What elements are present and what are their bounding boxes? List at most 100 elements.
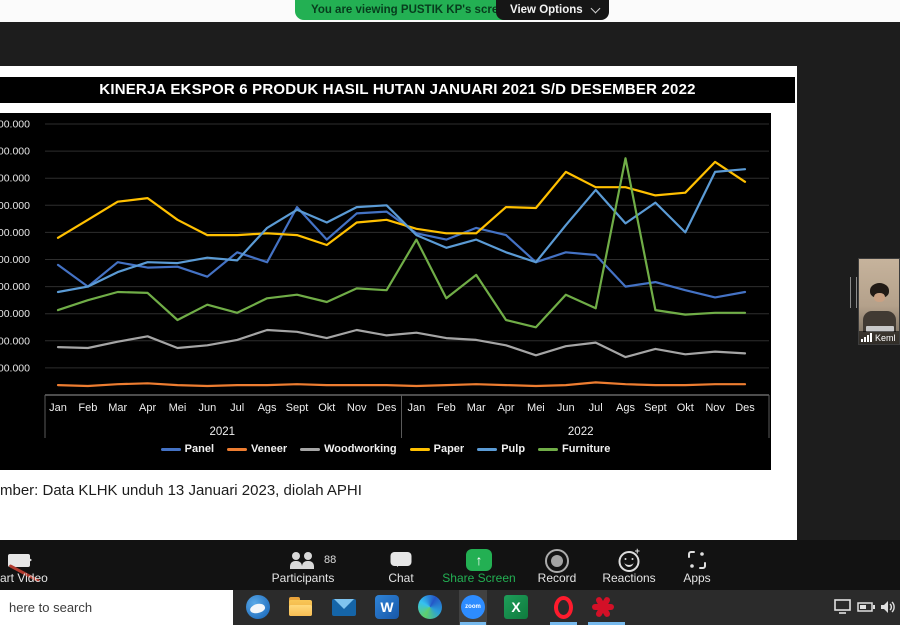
svg-text:000.000: 000.000 — [0, 200, 30, 212]
participant-laptop — [866, 326, 894, 332]
legend-label: Panel — [184, 443, 215, 455]
smiley-icon — [618, 551, 640, 572]
line-chart: 000.000 000.000 000.000 000.000 000.000 000.0… — [0, 119, 770, 438]
zoom-toolbar: art Video 88 Participants Chat ↑ Share S… — [0, 540, 900, 590]
svg-text:Jun: Jun — [198, 402, 216, 414]
svg-text:Jul: Jul — [589, 402, 603, 414]
excel-icon[interactable]: X — [504, 595, 528, 619]
legend-label: Pulp — [501, 443, 526, 455]
svg-text:000.000: 000.000 — [0, 227, 30, 239]
participants-count: 88 — [324, 554, 337, 566]
share-screen-button[interactable]: ↑ Share Screen — [434, 540, 524, 590]
svg-text:Nov: Nov — [347, 402, 367, 414]
svg-text:Des: Des — [735, 402, 755, 414]
file-explorer-icon[interactable] — [289, 595, 313, 619]
svg-text:Mei: Mei — [169, 402, 187, 414]
svg-text:Apr: Apr — [497, 402, 514, 414]
video-camera-icon — [8, 554, 41, 583]
legend-label: Furniture — [562, 443, 611, 455]
taskbar-search-input[interactable]: here to search — [0, 590, 233, 625]
share-screen-icon: ↑ — [466, 549, 492, 571]
participants-icon — [290, 552, 316, 569]
legend-swatch — [538, 447, 559, 451]
svg-text:Mar: Mar — [467, 402, 486, 414]
view-options-button[interactable]: View Options — [496, 0, 609, 20]
battery-icon[interactable] — [857, 601, 876, 613]
legend-swatch — [227, 447, 248, 451]
svg-text:Jan: Jan — [49, 402, 67, 414]
participants-button[interactable]: 88 Participants — [271, 552, 337, 585]
zoom-icon[interactable]: zoom — [461, 595, 485, 619]
svg-text:Des: Des — [377, 402, 397, 414]
plus-icon: + — [634, 546, 640, 556]
chart-area: 000.000 000.000 000.000 000.000 000.000 000.0… — [0, 113, 771, 470]
zoom-active-underline — [460, 622, 486, 625]
video-panel-handle[interactable] — [850, 277, 857, 308]
chat-button[interactable]: Chat — [371, 540, 431, 590]
opera-active-underline — [550, 622, 577, 625]
legend-label: Woodworking — [324, 443, 397, 455]
legend-item: Panel — [160, 443, 215, 455]
svg-text:2022: 2022 — [568, 426, 594, 438]
meeting-top-bar: You are viewing PUSTIK KP's screen View … — [0, 0, 900, 22]
svg-text:Jul: Jul — [230, 402, 244, 414]
legend-swatch — [160, 447, 181, 451]
legend-item: Pulp — [477, 443, 525, 455]
mail-icon[interactable] — [332, 595, 356, 619]
participant-video-thumbnail[interactable]: Keml — [858, 258, 900, 345]
mic-level-icon — [861, 333, 872, 342]
svg-text:Feb: Feb — [437, 402, 456, 414]
svg-text:000.000: 000.000 — [0, 335, 30, 347]
svg-text:000.000: 000.000 — [0, 362, 30, 374]
legend-label: Paper — [433, 443, 465, 455]
word-icon[interactable]: W — [375, 595, 399, 619]
starburst-app-icon[interactable] — [591, 595, 615, 619]
svg-text:Nov: Nov — [705, 402, 725, 414]
legend-item: Furniture — [538, 443, 610, 455]
svg-text:Mei: Mei — [527, 402, 545, 414]
thunderbird-icon[interactable] — [246, 595, 270, 619]
svg-text:Jun: Jun — [557, 402, 575, 414]
speaker-icon[interactable] — [880, 599, 897, 615]
chart-title-bar: KINERJA EKSPOR 6 PRODUK HASIL HUTAN JANU… — [0, 77, 795, 103]
edge-icon[interactable] — [418, 595, 442, 619]
apps-button[interactable]: Apps — [667, 540, 727, 590]
svg-text:Okt: Okt — [318, 402, 335, 414]
svg-text:Sept: Sept — [286, 402, 309, 414]
reactions-button[interactable]: + Reactions — [602, 546, 656, 585]
svg-text:000.000: 000.000 — [0, 254, 30, 266]
svg-text:000.000: 000.000 — [0, 173, 30, 185]
svg-text:Ags: Ags — [616, 402, 635, 414]
legend-swatch — [477, 447, 498, 451]
record-button[interactable]: Record — [522, 540, 592, 590]
svg-text:000.000: 000.000 — [0, 308, 30, 320]
legend-label: Veneer — [251, 443, 288, 455]
svg-text:Jan: Jan — [408, 402, 426, 414]
chevron-down-icon — [590, 3, 601, 14]
svg-text:Sept: Sept — [644, 402, 667, 414]
legend-item: Woodworking — [300, 443, 397, 455]
start-video-button[interactable]: art Video — [0, 540, 70, 590]
svg-text:Ags: Ags — [258, 402, 277, 414]
chat-bubble-icon — [390, 552, 412, 567]
participant-name-bar: Keml — [859, 331, 899, 344]
opera-icon[interactable] — [551, 595, 575, 619]
svg-text:Apr: Apr — [139, 402, 156, 414]
shared-screen-slide: KINERJA EKSPOR 6 PRODUK HASIL HUTAN JANU… — [0, 66, 797, 540]
participant-name: Keml — [875, 332, 896, 343]
windows-taskbar: here to search W zoom X — [0, 590, 900, 625]
apps-icon — [688, 551, 706, 569]
participant-face — [874, 293, 885, 302]
svg-text:000.000: 000.000 — [0, 146, 30, 158]
screen-viewing-text: You are viewing PUSTIK KP's screen — [311, 4, 512, 16]
legend-swatch — [409, 447, 430, 451]
svg-text:000.000: 000.000 — [0, 281, 30, 293]
legend-item: Paper — [409, 443, 465, 455]
svg-text:Mar: Mar — [108, 402, 127, 414]
svg-text:Feb: Feb — [78, 402, 97, 414]
source-caption: mber: Data KLHK unduh 13 Januari 2023, d… — [0, 482, 362, 499]
svg-text:Okt: Okt — [677, 402, 694, 414]
display-icon[interactable] — [834, 599, 852, 615]
chart-legend: Panel Veneer Woodworking Paper Pulp Furniture — [0, 443, 771, 455]
svg-text:000.000: 000.000 — [0, 119, 30, 131]
